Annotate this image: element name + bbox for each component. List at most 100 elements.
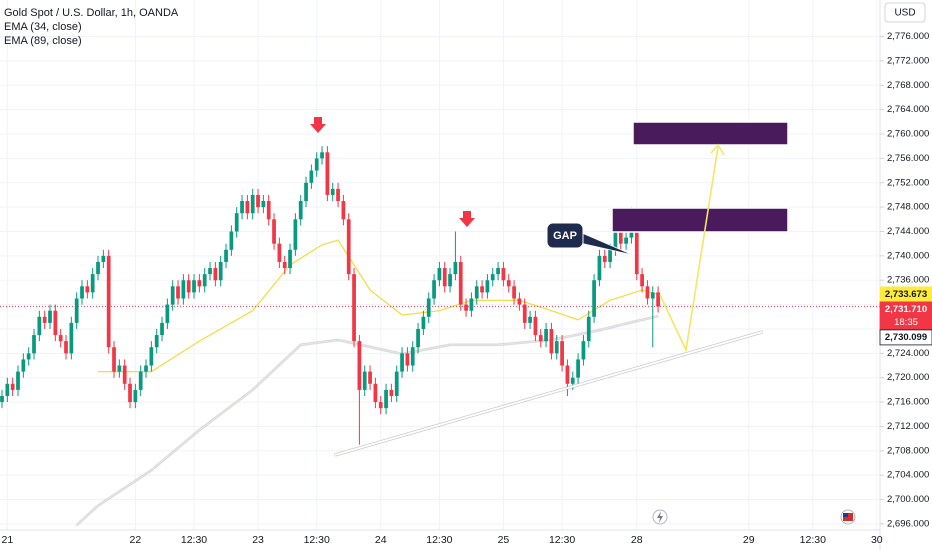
x-tick-label: 22 (130, 534, 142, 546)
legend: Gold Spot / U.S. Dollar, 1h, OANDA EMA (… (4, 7, 179, 47)
candle-body (218, 261, 223, 281)
countdown: 18:35 (894, 317, 918, 328)
candle-body (336, 188, 340, 202)
candle-body (202, 274, 207, 287)
y-tick-label: 2,752.000 (887, 177, 929, 188)
y-tick-label: 2,712.000 (887, 421, 929, 432)
candle-body (656, 292, 660, 307)
candle-body (405, 353, 410, 366)
candle-body (272, 219, 276, 244)
candle-body (592, 280, 596, 317)
candle-body (26, 353, 31, 360)
candle-body (277, 243, 282, 262)
candle-body (645, 286, 650, 299)
candle-body (570, 377, 575, 384)
x-tick-label: 30 (871, 534, 883, 546)
candle-body (160, 322, 164, 336)
candle-body (517, 298, 522, 305)
y-tick-label: 2,720.000 (887, 372, 929, 383)
candle-body (325, 152, 330, 195)
candle-body (442, 268, 447, 287)
candle-body (10, 383, 15, 390)
y-tick-label: 2,744.000 (887, 226, 929, 237)
callout-text: GAP (553, 230, 577, 242)
candle-body (485, 280, 490, 293)
candle-body (288, 249, 292, 269)
x-tick-label: 12:30 (181, 534, 207, 546)
price-labels: 2,733.673 2,731.710 18:35 2,730.099 (879, 286, 932, 346)
candle-body (320, 152, 324, 159)
candle-body (378, 402, 383, 409)
currency-label[interactable]: USD (894, 8, 915, 19)
y-tick-label: 2,696.000 (887, 518, 929, 529)
y-tick-label: 2,736.000 (887, 275, 929, 286)
price-label: 2,733.673 (885, 289, 927, 300)
candle-body (608, 249, 612, 262)
candle-body (53, 310, 58, 336)
candle-body (112, 347, 116, 372)
candle-body (0, 395, 4, 403)
candle-body (122, 365, 127, 384)
legend-entry: EMA (34, close) (4, 21, 82, 33)
x-tick-label: 29 (743, 534, 755, 546)
candle-body (213, 268, 218, 281)
candle-body (186, 280, 191, 293)
candle-body (453, 261, 458, 275)
y-tick-label: 2,768.000 (887, 80, 929, 91)
candle-body (501, 268, 506, 281)
candle-body (208, 268, 212, 275)
candle-body (42, 316, 47, 323)
candle-body (512, 286, 516, 299)
currency-button[interactable] (884, 2, 926, 23)
candle-body (474, 286, 479, 299)
candle-body (346, 219, 351, 275)
candle-body (602, 255, 607, 262)
ema-line (76, 315, 659, 526)
price-label: 2,730.099 (885, 332, 927, 343)
candle-body (117, 365, 122, 372)
candle-body (165, 304, 170, 323)
x-tick-label: 21 (1, 534, 13, 546)
x-tick-label: 12:30 (426, 534, 452, 546)
peak-arrow (310, 117, 326, 133)
target-zone (632, 121, 789, 146)
y-tick-label: 2,764.000 (887, 104, 929, 115)
candle-body (138, 371, 143, 390)
x-tick-label: 12:30 (549, 534, 575, 546)
candle-body (341, 201, 346, 220)
candles (0, 146, 660, 445)
y-tick-label: 2,724.000 (887, 348, 929, 359)
candle-body (80, 286, 84, 299)
candle-body (522, 304, 527, 323)
candle-body (90, 274, 95, 293)
candle-body (170, 286, 175, 305)
candle-body (469, 298, 474, 311)
candle-body (586, 316, 591, 342)
candle-body (389, 389, 394, 396)
trend-line (334, 331, 763, 456)
candle-body (293, 219, 298, 250)
candle-body (197, 280, 202, 287)
candle-body (458, 261, 463, 305)
candle-body (538, 335, 543, 342)
candle-body (624, 237, 628, 244)
flag-icon-canton (843, 513, 848, 517)
candle-body (394, 371, 399, 396)
y-tick-label: 2,760.000 (887, 129, 929, 140)
candle-body (74, 298, 79, 323)
peak-arrow (459, 211, 475, 227)
candle-body (106, 255, 111, 348)
candle-body (266, 201, 271, 220)
candle-body (533, 316, 538, 336)
candle-body (256, 194, 260, 208)
x-tick-label: 12:30 (304, 534, 330, 546)
candle-body (37, 316, 42, 336)
candle-body (576, 359, 580, 378)
y-tick-label: 2,748.000 (887, 202, 929, 213)
candle-body (85, 286, 90, 293)
y-tick-label: 2,776.000 (887, 31, 929, 42)
candle-body (64, 341, 68, 354)
